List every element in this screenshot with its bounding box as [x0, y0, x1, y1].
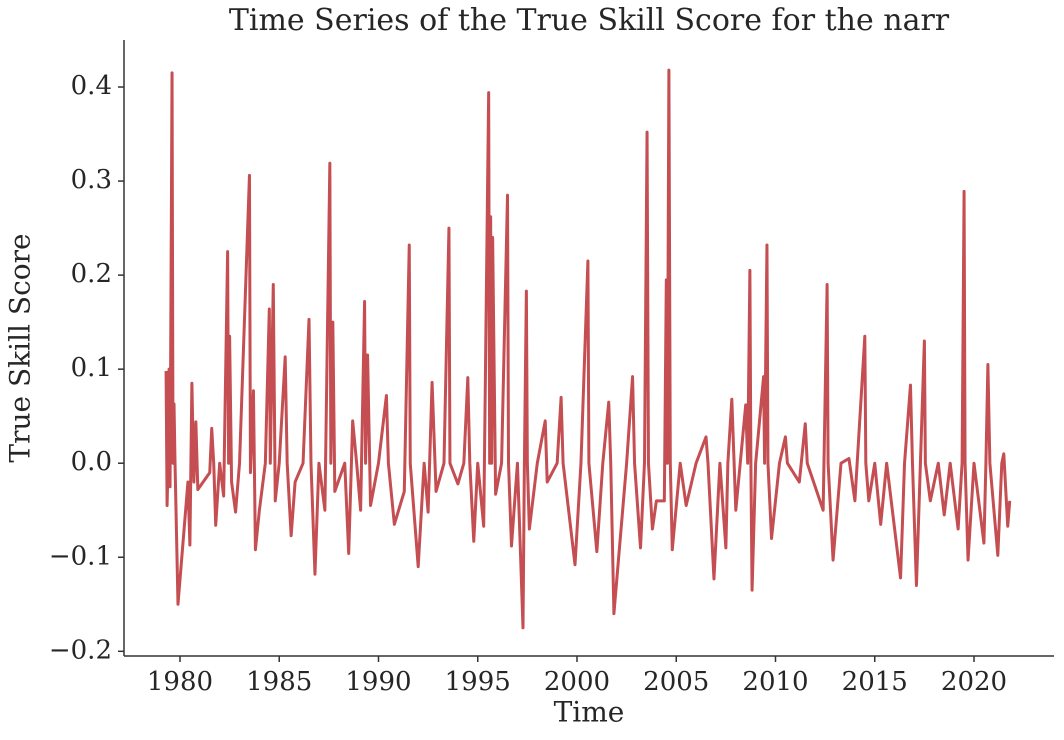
y-tick-label: −0.2: [49, 635, 112, 665]
x-tick-label: 2010: [742, 667, 808, 697]
y-tick-label: 0.2: [71, 259, 112, 289]
x-axis-label: Time: [554, 696, 625, 729]
y-tick-label: 0.4: [71, 71, 112, 101]
x-tick-label: 2005: [643, 667, 709, 697]
x-tick-label: 1980: [147, 667, 213, 697]
data-line: [164, 68, 1012, 630]
chart-title: Time Series of the True Skill Score for …: [229, 3, 950, 38]
x-tick-label: 1990: [345, 667, 411, 697]
x-tick-label: 1985: [246, 667, 312, 697]
y-tick-label: 0.3: [71, 165, 112, 195]
x-tick-label: 2000: [544, 667, 610, 697]
y-tick-label: −0.1: [49, 541, 112, 571]
x-tick-label: 2015: [842, 667, 908, 697]
x-tick-label: 1995: [445, 667, 511, 697]
y-tick-label: 0.0: [71, 447, 112, 477]
y-tick-label: 0.1: [71, 353, 112, 383]
x-tick-label: 2020: [941, 667, 1007, 697]
y-axis-label: True Skill Score: [4, 233, 37, 462]
